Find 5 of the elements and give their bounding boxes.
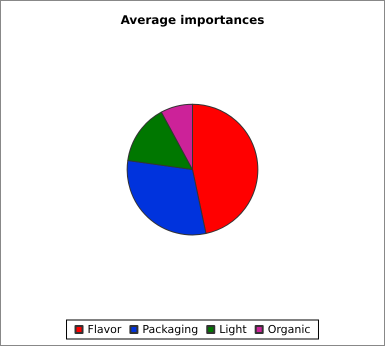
chart-title: Average importances	[120, 13, 264, 27]
legend-label: Organic	[268, 323, 310, 336]
legend-label: Flavor	[88, 323, 122, 336]
legend-label: Packaging	[142, 323, 198, 336]
legend-label: Light	[219, 323, 248, 336]
